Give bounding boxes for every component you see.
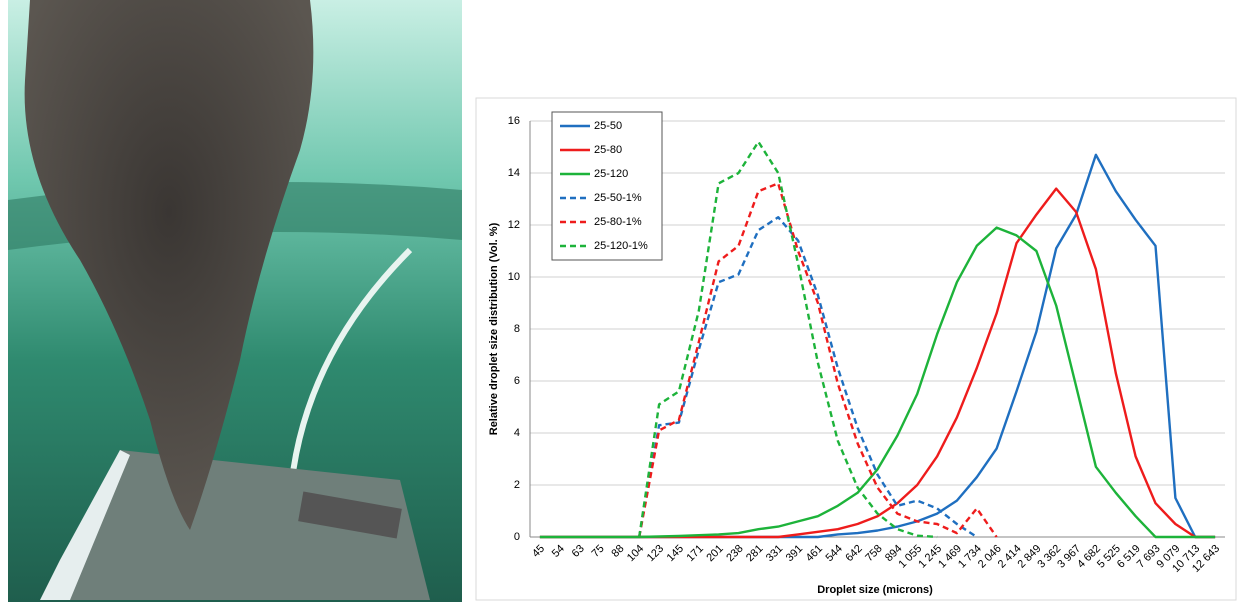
y-tick-label: 16 — [508, 115, 520, 127]
y-tick-label: 0 — [514, 531, 520, 543]
series-line — [539, 226, 1216, 539]
y-tick-label: 10 — [508, 271, 520, 283]
plume — [24, 0, 314, 530]
y-tick-label: 12 — [508, 219, 520, 231]
y-tick-label: 2 — [514, 479, 520, 491]
x-axis-label: Droplet size (microns) — [817, 584, 933, 596]
series-line — [638, 140, 938, 539]
legend-label: 25-80 — [594, 144, 622, 156]
series-line — [638, 182, 998, 538]
legend-label: 25-120 — [594, 168, 628, 180]
legend-box — [551, 111, 663, 261]
legend-label: 25-80-1% — [594, 216, 642, 228]
y-tick-label: 4 — [514, 427, 520, 439]
y-tick-label: 14 — [508, 167, 520, 179]
tube — [287, 247, 413, 501]
nozzle — [298, 491, 402, 539]
legend-label: 25-50-1% — [594, 192, 642, 204]
gravel-box — [50, 450, 430, 600]
legend-label: 25-120-1% — [594, 240, 648, 252]
y-tick-label: 6 — [514, 375, 520, 387]
photo — [8, 0, 462, 602]
box-edge — [40, 450, 130, 600]
legend-label: 25-50 — [594, 120, 622, 132]
y-tick-label: 8 — [514, 323, 520, 335]
series-line — [638, 216, 978, 539]
y-axis-label: Relative droplet size distribution (Vol.… — [488, 222, 500, 435]
